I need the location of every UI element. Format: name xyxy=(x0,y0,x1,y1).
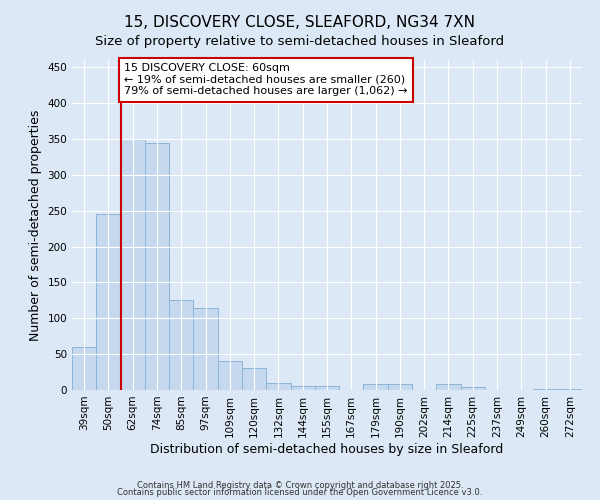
X-axis label: Distribution of semi-detached houses by size in Sleaford: Distribution of semi-detached houses by … xyxy=(151,442,503,456)
Text: Size of property relative to semi-detached houses in Sleaford: Size of property relative to semi-detach… xyxy=(95,35,505,48)
Text: 15 DISCOVERY CLOSE: 60sqm
← 19% of semi-detached houses are smaller (260)
79% of: 15 DISCOVERY CLOSE: 60sqm ← 19% of semi-… xyxy=(124,64,408,96)
Bar xyxy=(388,384,412,390)
Bar xyxy=(72,347,96,390)
Bar xyxy=(193,308,218,390)
Bar xyxy=(436,384,461,390)
Bar xyxy=(218,362,242,390)
Text: 15, DISCOVERY CLOSE, SLEAFORD, NG34 7XN: 15, DISCOVERY CLOSE, SLEAFORD, NG34 7XN xyxy=(125,15,476,30)
Bar xyxy=(242,368,266,390)
Bar xyxy=(533,388,558,390)
Bar xyxy=(121,139,145,390)
Y-axis label: Number of semi-detached properties: Number of semi-detached properties xyxy=(29,110,42,340)
Text: Contains HM Land Registry data © Crown copyright and database right 2025.: Contains HM Land Registry data © Crown c… xyxy=(137,480,463,490)
Text: Contains public sector information licensed under the Open Government Licence v3: Contains public sector information licen… xyxy=(118,488,482,497)
Bar xyxy=(145,142,169,390)
Bar xyxy=(315,386,339,390)
Bar xyxy=(461,387,485,390)
Bar xyxy=(364,384,388,390)
Bar xyxy=(169,300,193,390)
Bar xyxy=(558,388,582,390)
Bar xyxy=(96,214,121,390)
Bar xyxy=(290,386,315,390)
Bar xyxy=(266,383,290,390)
